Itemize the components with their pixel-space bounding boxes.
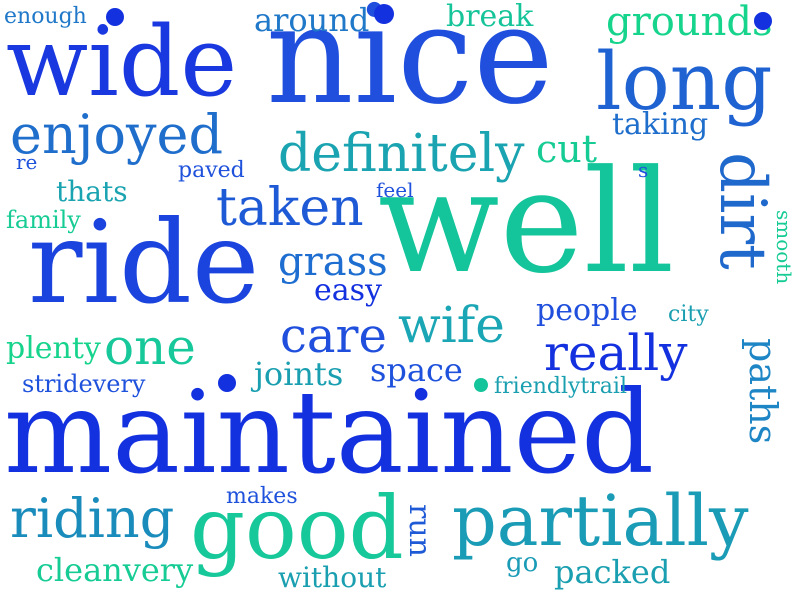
word-maintained: maintained (4, 366, 655, 499)
word-cut: cut (536, 127, 598, 171)
word-stridevery: stridevery (22, 370, 146, 398)
word-plenty: plenty (6, 331, 101, 366)
word-care: care (280, 308, 387, 364)
word-cleanvery: cleanvery (36, 551, 194, 589)
word-dirt: dirt (705, 152, 779, 270)
word-family: family (6, 206, 81, 234)
word-wife: wife (398, 296, 505, 354)
word-good: good (190, 479, 404, 579)
word-break: break (446, 0, 534, 34)
word-partially: partially (452, 480, 749, 562)
dot-2 (374, 4, 394, 24)
word-taking: taking (612, 107, 709, 142)
word-s: s (638, 158, 649, 182)
word-feel: feel (376, 178, 414, 202)
word-thats: thats (56, 175, 128, 208)
word-run: run (402, 504, 437, 557)
word-wide: wide (6, 6, 238, 118)
word-nice: nice (266, 0, 554, 135)
word-riding: riding (10, 487, 175, 550)
word-definitely: definitely (278, 124, 525, 184)
word-around: around (254, 1, 370, 39)
word-without: without (278, 561, 387, 594)
word-packed: packed (554, 553, 671, 591)
word-joints: joints (254, 355, 344, 393)
word-makes: makes (226, 484, 298, 509)
dot-3 (754, 12, 772, 30)
word-easy: easy (314, 273, 382, 308)
word-one: one (104, 318, 196, 376)
word-really: really (544, 324, 688, 382)
word-paths: paths (741, 338, 785, 445)
dot-1 (106, 8, 124, 26)
word-enough: enough (4, 4, 87, 29)
word-go: go (506, 548, 539, 578)
word-friendlytrail: friendlytrail (494, 374, 627, 399)
word-ride: ride (28, 196, 260, 329)
word-re: re (16, 150, 38, 174)
word-well: well (378, 140, 675, 305)
word-grounds: grounds (606, 0, 773, 45)
word-space: space (370, 351, 463, 389)
word-city: city (668, 302, 709, 327)
dot-5 (474, 378, 488, 392)
word-paved: paved (178, 158, 245, 183)
dot-4 (218, 374, 236, 392)
word-people: people (536, 293, 638, 328)
word-long: long (596, 35, 773, 128)
word-enjoyed: enjoyed (10, 103, 224, 166)
word-grass: grass (278, 239, 388, 285)
word-smooth: smooth (772, 210, 796, 285)
word-taken: taken (216, 178, 364, 238)
